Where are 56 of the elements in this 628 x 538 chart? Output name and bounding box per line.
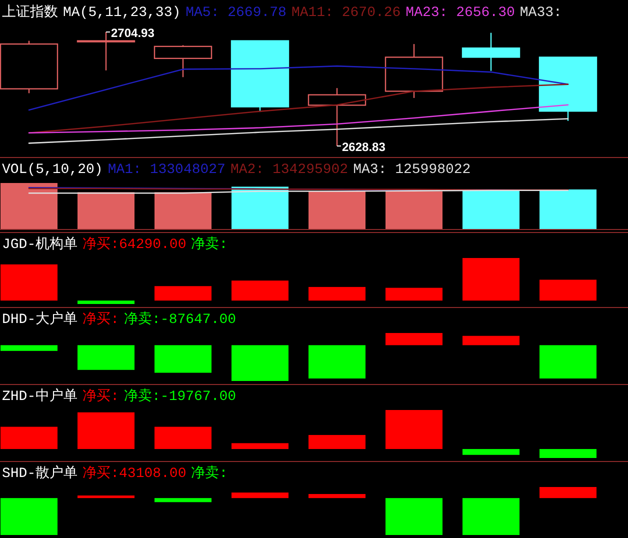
bar bbox=[232, 443, 288, 450]
text: MA23: 2656.30 bbox=[406, 5, 515, 21]
bar bbox=[78, 300, 134, 304]
bar bbox=[154, 498, 212, 502]
bar bbox=[0, 426, 58, 450]
bar bbox=[232, 186, 288, 229]
bar bbox=[308, 191, 366, 229]
bar bbox=[462, 258, 520, 301]
bar bbox=[540, 487, 596, 498]
bar bbox=[308, 286, 366, 301]
bar bbox=[232, 280, 288, 301]
chart-title: JGD-机构单 bbox=[2, 236, 78, 253]
bar bbox=[462, 190, 520, 229]
bar bbox=[78, 495, 134, 498]
text: MA33: bbox=[520, 5, 562, 21]
text: 净买: bbox=[82, 311, 120, 328]
series-label: 净买:64290.00 bbox=[82, 236, 186, 253]
chart-title: VOL(5,10,20) bbox=[2, 162, 103, 178]
bar bbox=[0, 183, 58, 229]
bar bbox=[232, 492, 288, 498]
annotation: 2704.93 bbox=[111, 26, 155, 40]
chart-title: ZHD-中户单 bbox=[2, 388, 78, 405]
bar bbox=[0, 264, 58, 301]
chart-title: 上证指数 bbox=[2, 4, 58, 21]
series-label: MA1: 133048027 bbox=[108, 162, 226, 178]
series-label: MA3: 125998022 bbox=[353, 162, 471, 178]
annotation: 2628.83 bbox=[342, 140, 386, 154]
bar bbox=[78, 192, 134, 229]
bar bbox=[154, 192, 212, 229]
series-label: MA2: 134295902 bbox=[230, 162, 348, 178]
bar bbox=[308, 494, 366, 498]
bar bbox=[540, 189, 596, 229]
text: MA11: 2670.26 bbox=[291, 5, 401, 21]
text: MA5: 2669.78 bbox=[186, 5, 286, 21]
text: 净卖: bbox=[191, 236, 228, 253]
bar bbox=[462, 449, 520, 455]
bar bbox=[308, 434, 366, 450]
bar bbox=[386, 191, 442, 229]
bar bbox=[386, 410, 442, 450]
bar bbox=[540, 280, 596, 301]
bar bbox=[462, 498, 520, 535]
bar bbox=[154, 426, 212, 450]
bar bbox=[154, 286, 212, 301]
bar bbox=[0, 498, 58, 535]
bar bbox=[78, 412, 134, 450]
legend-title: MA(5,11,23,33) bbox=[63, 5, 181, 21]
bar bbox=[540, 449, 596, 458]
series-label: 净卖:-87647.00 bbox=[124, 311, 236, 328]
text: 净卖:-19767.00 bbox=[124, 388, 236, 405]
chart-title: DHD-大户单 bbox=[2, 311, 78, 328]
chart-title: SHD-散户单 bbox=[2, 465, 78, 482]
series-label: 净买: bbox=[82, 388, 120, 405]
bar bbox=[386, 288, 442, 301]
bar bbox=[386, 498, 442, 535]
series-label: 净卖: bbox=[191, 465, 228, 482]
series-label: 净买:43108.00 bbox=[82, 465, 186, 482]
